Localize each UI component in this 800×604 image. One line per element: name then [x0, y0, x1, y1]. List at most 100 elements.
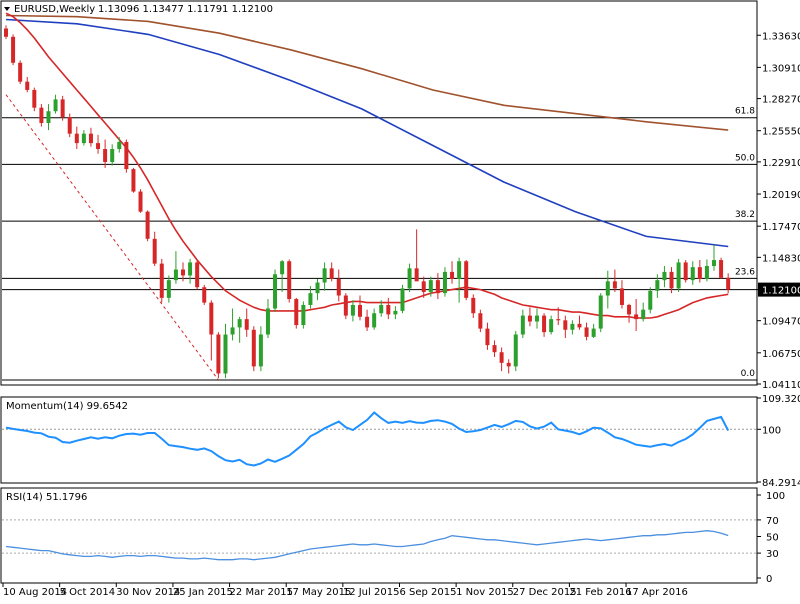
- candle-body: [11, 36, 16, 63]
- candle-body: [400, 288, 405, 311]
- rsi-panel-frame: [0, 487, 758, 584]
- candle-body: [669, 271, 674, 289]
- price-panel-frame: [0, 0, 758, 386]
- candle-body: [379, 304, 384, 314]
- candle-body: [549, 319, 554, 333]
- candle-body: [471, 297, 476, 314]
- candle-body: [209, 302, 214, 335]
- momentum-y-tick-label: 84.2914: [762, 478, 800, 489]
- candle-body: [492, 345, 497, 353]
- candle-body: [598, 295, 603, 329]
- candle-body: [435, 280, 440, 294]
- price-plot: 1.33630 1.30910 1.28270 1.25550 1.22910 1.201…: [2, 12, 800, 391]
- fib-level-label: 38.2: [735, 210, 755, 220]
- candle-body: [301, 304, 306, 326]
- rsi-line: [5, 530, 729, 561]
- candle-body: [556, 319, 561, 321]
- candle-body: [74, 133, 79, 144]
- x-axis-tick-label: 30 Nov 2014: [116, 587, 180, 598]
- symbol-label: EURUSD,Weekly: [14, 4, 95, 15]
- candle-body: [173, 269, 178, 281]
- price-y-tick-label: 1.28270: [762, 95, 800, 106]
- candle-body: [308, 293, 313, 305]
- candle-body: [88, 133, 93, 144]
- candle-body: [464, 261, 469, 298]
- momentum-title: Momentum(14) 99.6542: [6, 401, 128, 412]
- collapse-arrow-icon[interactable]: [4, 7, 10, 11]
- candle-body: [294, 299, 299, 326]
- candle-body: [535, 315, 539, 322]
- momentum-y-tick-label: 100: [762, 425, 781, 436]
- candle-body: [145, 211, 150, 239]
- momentum-panel-frame: [0, 396, 758, 484]
- candle-body: [499, 352, 504, 363]
- candle-body: [358, 304, 362, 317]
- candle-body: [450, 271, 455, 279]
- candle-body: [627, 304, 632, 315]
- candle-body: [584, 327, 589, 337]
- candle-body: [131, 169, 136, 192]
- x-axis-tick-label: 6 Sep 2015: [399, 587, 456, 598]
- candle-body: [350, 304, 355, 316]
- x-axis-tick-label: 5 Oct 2014: [60, 587, 115, 598]
- candle-body: [110, 149, 115, 163]
- candle-body: [202, 287, 207, 303]
- fib-level-label: 23.6: [735, 267, 755, 277]
- trend-line: [5, 94, 219, 381]
- candle-body: [712, 260, 716, 266]
- price-y-tick-label: 1.04110: [762, 380, 800, 391]
- rsi-title: RSI(14) 51.1796: [6, 492, 87, 503]
- x-axis-tick-label: 17 Apr 2016: [626, 587, 688, 598]
- price-y-tick-label: 1.09470: [762, 317, 800, 328]
- fib-level-label: 50.0: [735, 153, 755, 163]
- candle-body: [442, 271, 447, 294]
- candle-body: [237, 319, 242, 328]
- candle-body: [683, 262, 688, 281]
- price-y-tick-label: 1.33630: [762, 31, 800, 42]
- candle-body: [591, 328, 596, 337]
- candle-body: [251, 329, 256, 367]
- candle-body: [18, 62, 23, 82]
- fib-level-label: 0.0: [741, 369, 756, 379]
- candle-body: [605, 281, 610, 296]
- candle-body: [563, 320, 568, 330]
- last-price-tag: [758, 282, 800, 297]
- candle-body: [329, 268, 334, 279]
- candle-body: [273, 274, 278, 309]
- candle-body: [485, 328, 490, 346]
- candle-body: [166, 280, 171, 298]
- rsi-y-tick-label: 70: [766, 516, 779, 527]
- candle-body: [138, 191, 143, 212]
- candle-body: [414, 268, 419, 282]
- candle-body: [719, 260, 724, 278]
- candle-body: [25, 81, 30, 90]
- candle-body: [421, 281, 426, 292]
- candle-body: [81, 133, 86, 144]
- sma200-line: [5, 14, 729, 131]
- candle-body: [648, 290, 653, 310]
- rsi-y-tick-label: 0: [766, 574, 772, 585]
- momentum-plot: 109.3208 100 84.2914: [2, 394, 800, 489]
- candle-body: [223, 334, 228, 374]
- x-axis-tick-label: 12 Jul 2015: [343, 587, 400, 598]
- candle-body: [39, 107, 44, 124]
- candle-body: [520, 315, 525, 335]
- candle-body: [372, 313, 377, 328]
- candle-body: [4, 28, 8, 37]
- candle-body: [96, 143, 101, 150]
- price-y-tick-label: 1.20190: [762, 190, 800, 201]
- candle-body: [216, 334, 221, 374]
- price-y-tick-label: 1.30910: [762, 63, 800, 74]
- fib-level-label: 61.8: [735, 107, 755, 117]
- candle-body: [704, 265, 709, 279]
- x-axis-tick-label: 10 Aug 2014: [3, 587, 67, 598]
- price-y-tick-label: 1.14830: [762, 253, 800, 264]
- candle-body: [117, 141, 122, 150]
- candle-body: [513, 334, 518, 367]
- candle-body: [188, 262, 193, 276]
- candle-body: [152, 238, 157, 264]
- price-y-tick-label: 1.25550: [762, 127, 800, 138]
- candle-body: [32, 89, 37, 108]
